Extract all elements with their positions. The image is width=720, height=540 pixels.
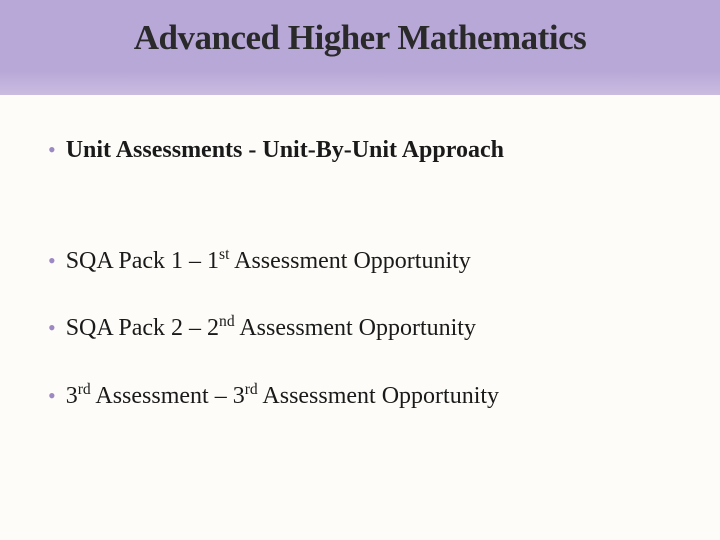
bullet-item: • Unit Assessments - Unit-By-Unit Approac… [48,135,680,166]
bullet-item: • SQA Pack 1 – 1st Assessment Opportunity [48,246,680,277]
slide-content: • Unit Assessments - Unit-By-Unit Approac… [48,135,680,448]
bullet-item: • 3rd Assessment – 3rd Assessment Opportu… [48,381,680,412]
bullet-text: 3rd Assessment – 3rd Assessment Opportun… [66,381,499,412]
slide-title: Advanced Higher Mathematics [0,18,720,58]
bullet-dot-icon: • [48,250,56,272]
bullet-text: Unit Assessments - Unit-By-Unit Approach [66,135,504,166]
slide: Advanced Higher Mathematics • Unit Assess… [0,0,720,540]
bullet-text: SQA Pack 2 – 2nd Assessment Opportunity [66,313,476,344]
bullet-dot-icon: • [48,385,56,407]
bullet-dot-icon: • [48,317,56,339]
bullet-text: SQA Pack 1 – 1st Assessment Opportunity [66,246,471,277]
bullet-dot-icon: • [48,139,56,161]
bullet-item: • SQA Pack 2 – 2nd Assessment Opportunity [48,313,680,344]
